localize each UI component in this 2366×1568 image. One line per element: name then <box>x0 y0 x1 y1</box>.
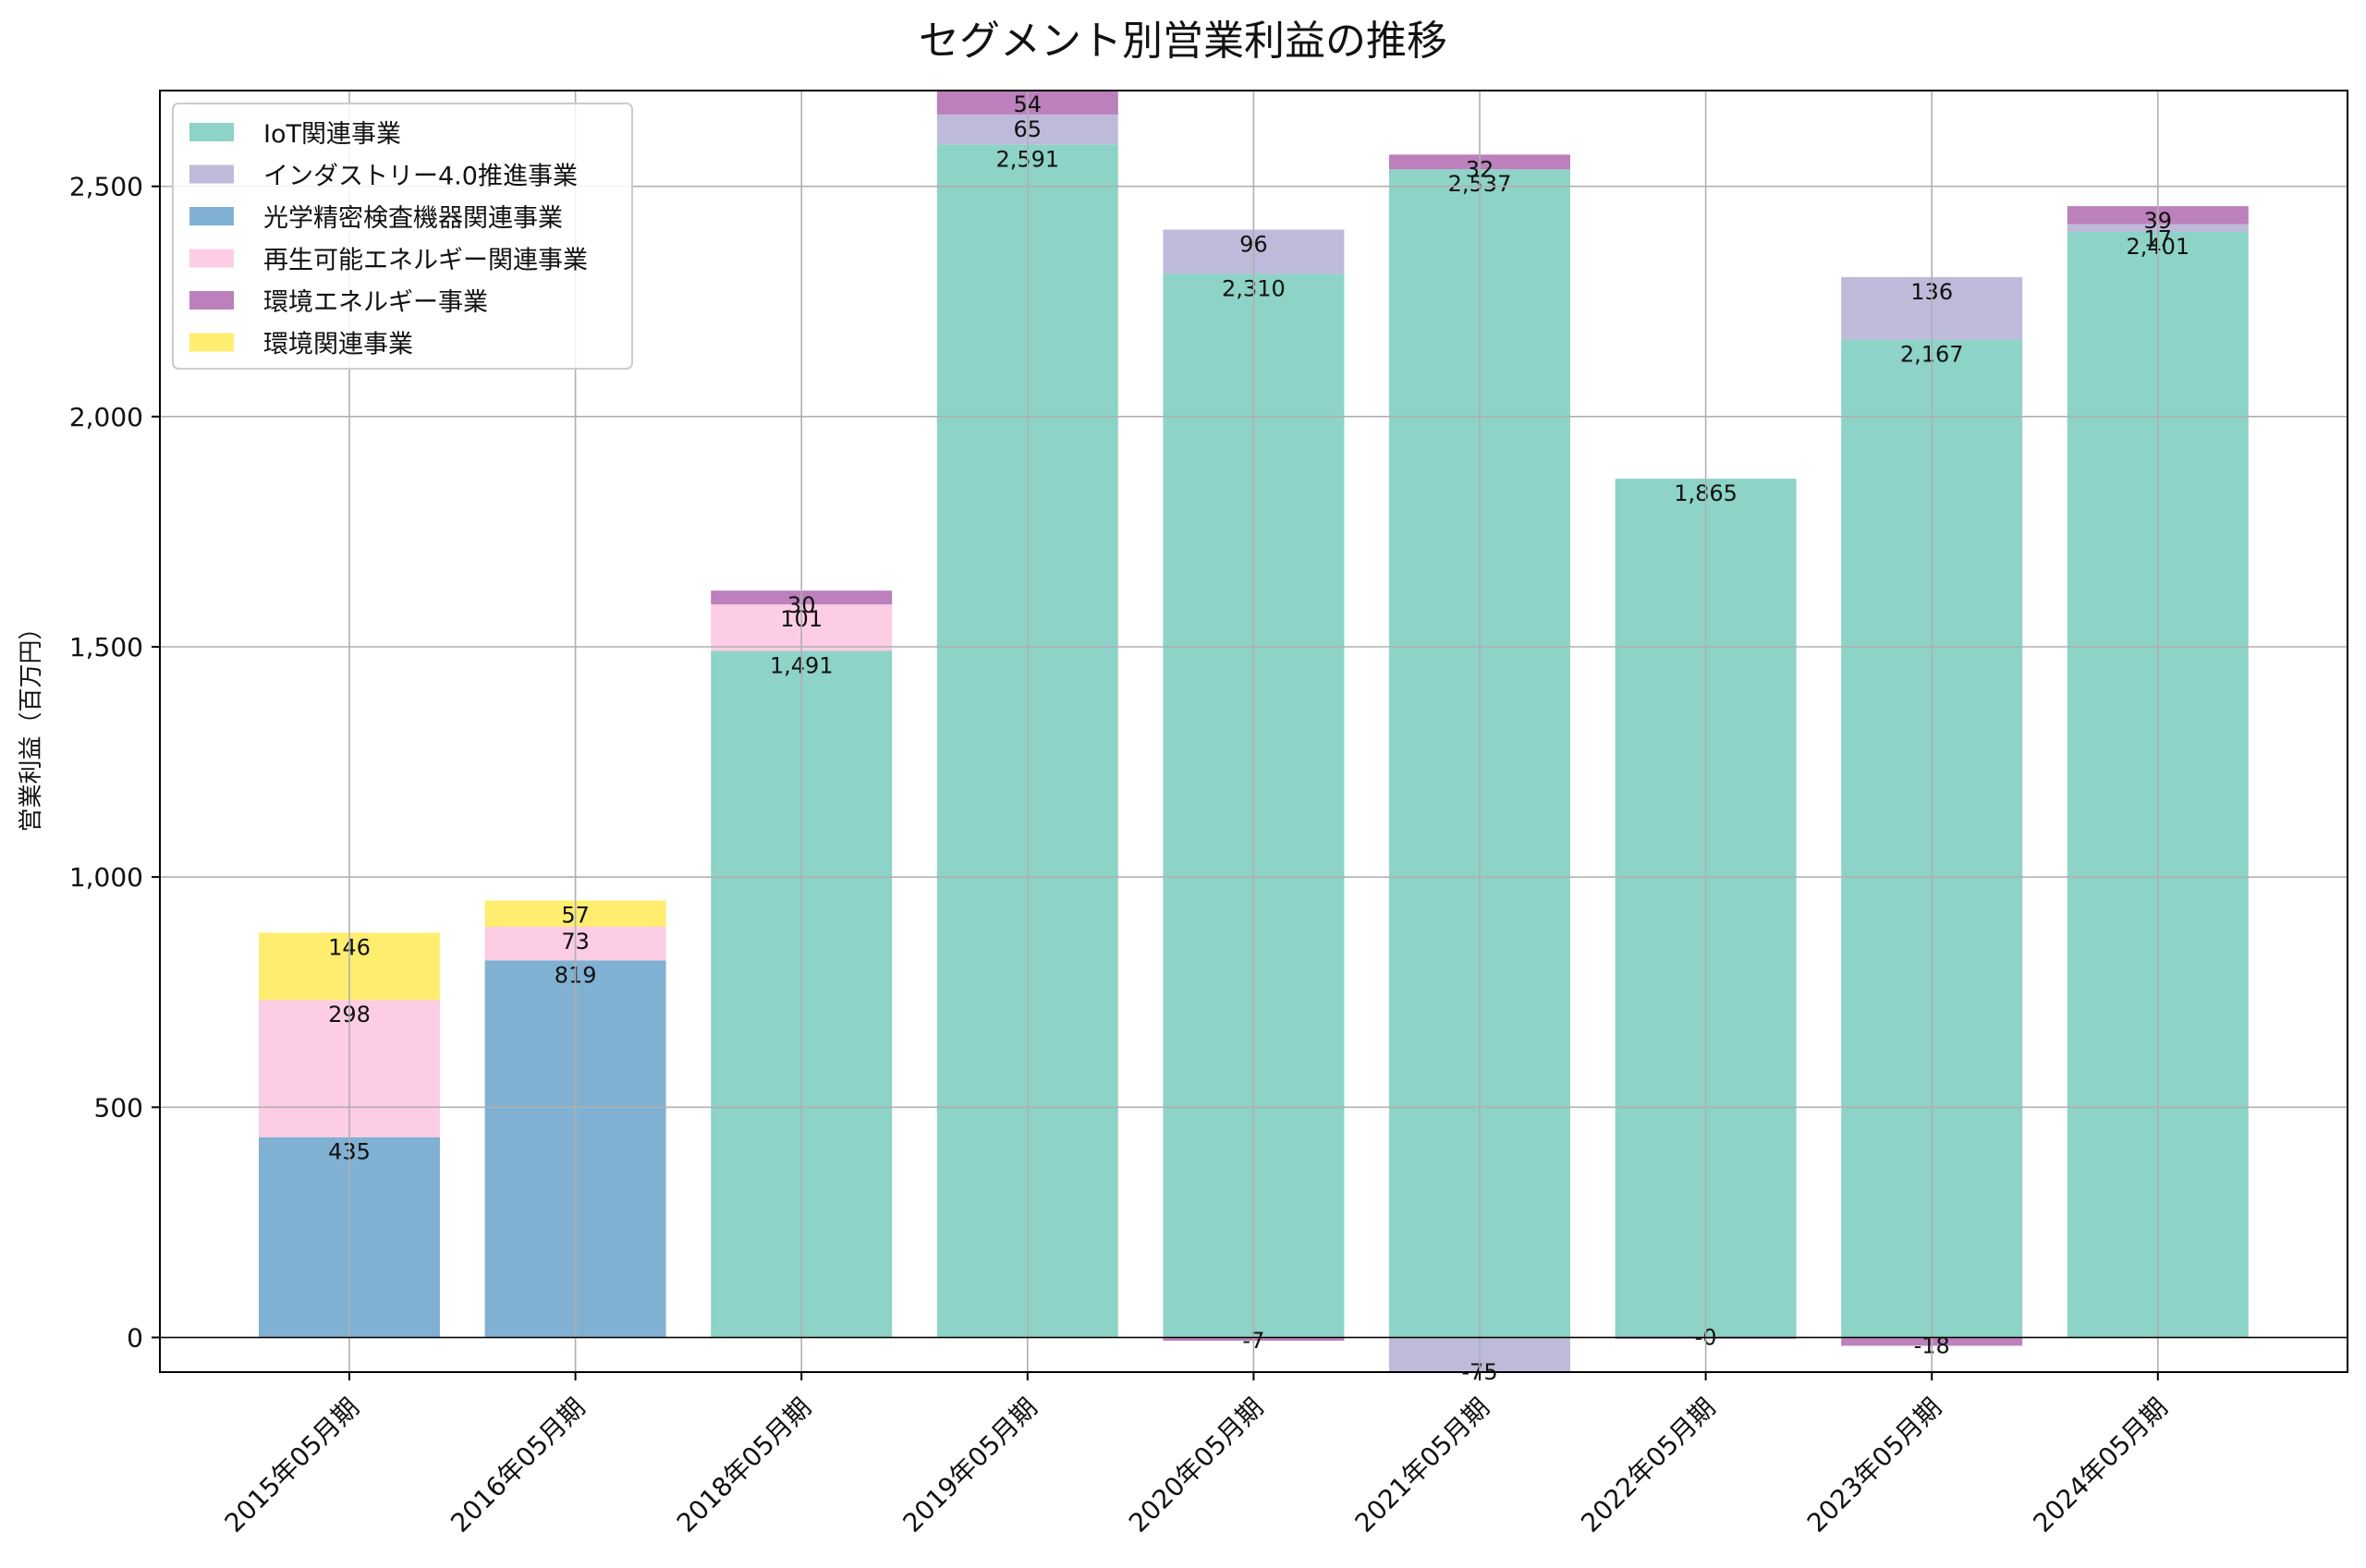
chart-title: セグメント別営業利益の推移 <box>919 18 1447 65</box>
legend-label-4: 環境エネルギー事業 <box>263 288 488 317</box>
legend-label-5: 環境関連事業 <box>263 331 413 359</box>
legend-label-1: インダストリー4.0推進事業 <box>263 163 578 191</box>
y-tick-label-5: 2,500 <box>69 172 143 202</box>
legend-label-2: 光学精密検査機器関連事業 <box>263 204 563 233</box>
x-tick-label-7: 2023年05月期 <box>1801 1392 1947 1538</box>
x-tick-label-3: 2019年05月期 <box>896 1392 1043 1538</box>
legend: IoT関連事業インダストリー4.0推進事業光学精密検査機器関連事業再生可能エネル… <box>172 103 633 370</box>
legend-swatch-0 <box>189 123 234 141</box>
y-tick-label-2: 1,000 <box>69 862 143 893</box>
x-tick-label-8: 2024年05月期 <box>2027 1392 2173 1538</box>
x-tick-label-1: 2016年05月期 <box>445 1392 591 1538</box>
y-tick-label-1: 500 <box>94 1092 143 1123</box>
legend-swatch-5 <box>189 333 234 352</box>
legend-swatch-3 <box>189 249 234 268</box>
legend-label-0: IoT関連事業 <box>263 120 401 149</box>
legend-box <box>172 103 633 370</box>
y-tick-label-3: 1,500 <box>69 632 143 662</box>
legend-swatch-2 <box>189 207 234 225</box>
legend-swatch-4 <box>189 291 234 310</box>
y-tick-label-0: 0 <box>127 1323 143 1354</box>
x-tick-label-2: 2018年05月期 <box>671 1392 817 1538</box>
x-tick-label-0: 2015年05月期 <box>219 1392 365 1538</box>
y-tick-label-4: 2,000 <box>69 402 143 432</box>
x-tick-label-6: 2022年05月期 <box>1575 1392 1721 1538</box>
y-axis-label: 営業利益（百万円） <box>18 615 45 832</box>
legend-swatch-1 <box>189 164 234 184</box>
legend-label-3: 再生可能エネルギー関連事業 <box>263 247 588 275</box>
x-tick-label-5: 2021年05月期 <box>1349 1392 1495 1538</box>
x-tick-label-4: 2020年05月期 <box>1123 1392 1269 1538</box>
